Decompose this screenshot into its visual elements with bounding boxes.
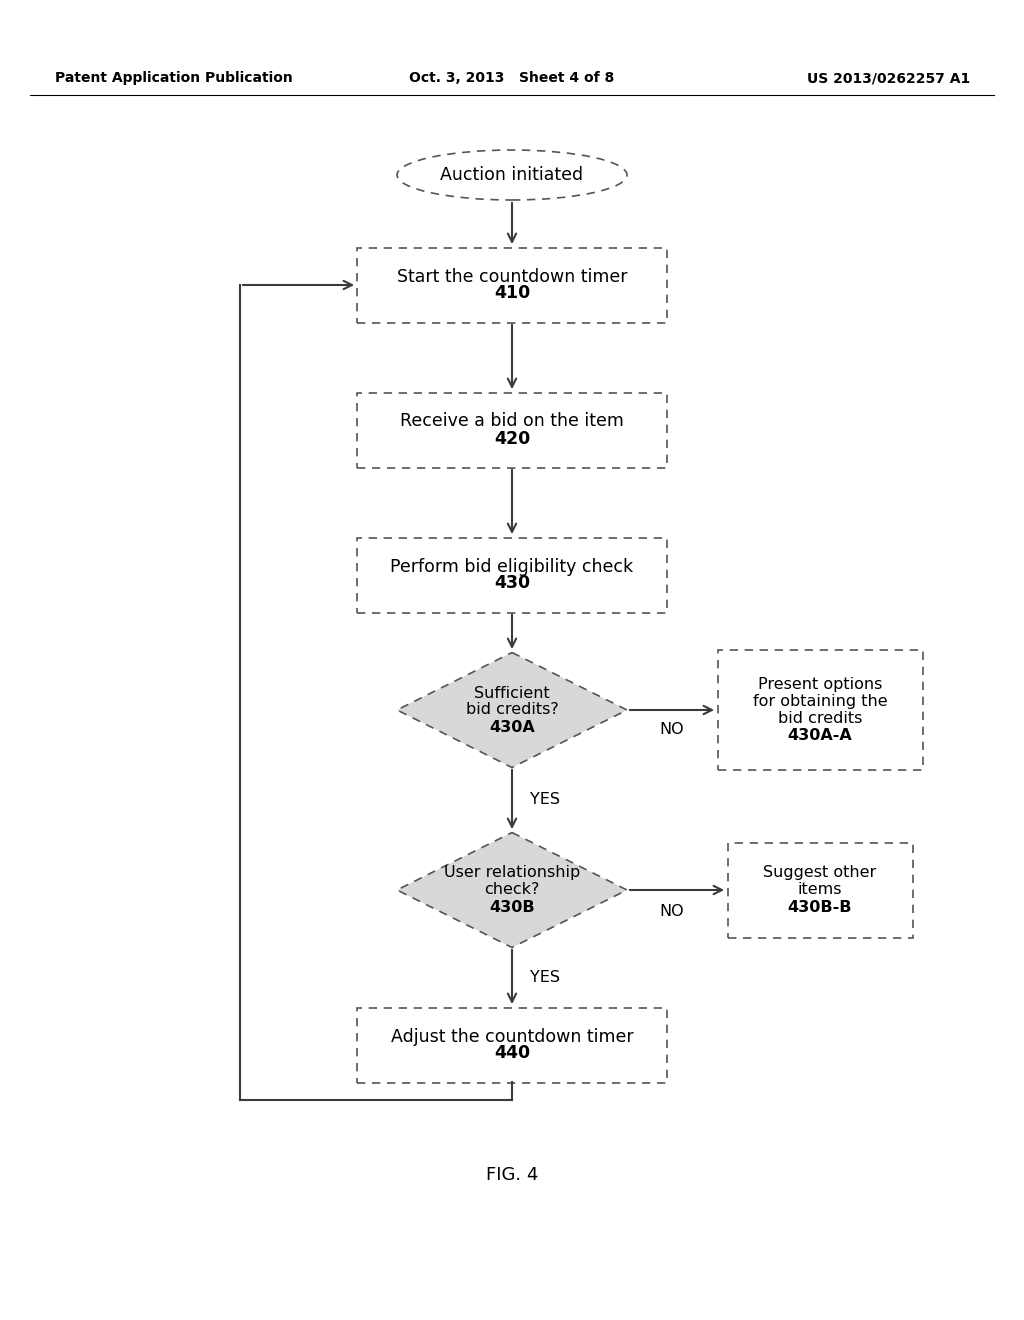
Text: US 2013/0262257 A1: US 2013/0262257 A1: [807, 71, 970, 84]
Text: 430A-A: 430A-A: [787, 729, 852, 743]
Text: Oct. 3, 2013   Sheet 4 of 8: Oct. 3, 2013 Sheet 4 of 8: [410, 71, 614, 84]
Text: 430: 430: [494, 574, 530, 593]
Text: Suggest other: Suggest other: [763, 866, 877, 880]
Text: Perform bid eligibility check: Perform bid eligibility check: [390, 557, 634, 576]
Text: check?: check?: [484, 883, 540, 898]
Ellipse shape: [397, 150, 627, 201]
Text: for obtaining the: for obtaining the: [753, 694, 888, 709]
Text: 430B-B: 430B-B: [787, 899, 852, 915]
Text: 440: 440: [494, 1044, 530, 1063]
Text: Auction initiated: Auction initiated: [440, 166, 584, 183]
Polygon shape: [397, 833, 627, 948]
Text: 430B: 430B: [489, 899, 535, 915]
FancyBboxPatch shape: [357, 1007, 667, 1082]
Text: FIG. 4: FIG. 4: [485, 1166, 539, 1184]
Text: Receive a bid on the item: Receive a bid on the item: [400, 412, 624, 430]
FancyBboxPatch shape: [727, 842, 912, 937]
Polygon shape: [397, 652, 627, 767]
Text: Sufficient: Sufficient: [474, 685, 550, 701]
Text: NO: NO: [659, 722, 684, 738]
Text: 430A: 430A: [489, 719, 535, 734]
Text: items: items: [798, 883, 843, 898]
FancyBboxPatch shape: [357, 248, 667, 322]
Text: YES: YES: [530, 792, 560, 808]
Text: User relationship: User relationship: [443, 866, 581, 880]
Text: Patent Application Publication: Patent Application Publication: [55, 71, 293, 84]
FancyBboxPatch shape: [357, 392, 667, 467]
Text: bid credits: bid credits: [778, 711, 862, 726]
Text: Present options: Present options: [758, 677, 883, 692]
FancyBboxPatch shape: [357, 537, 667, 612]
Text: bid credits?: bid credits?: [466, 702, 558, 718]
Text: NO: NO: [659, 904, 684, 920]
Text: Adjust the countdown timer: Adjust the countdown timer: [391, 1027, 633, 1045]
Text: Start the countdown timer: Start the countdown timer: [396, 268, 628, 285]
Text: 410: 410: [494, 285, 530, 302]
FancyBboxPatch shape: [718, 649, 923, 770]
Text: 420: 420: [494, 429, 530, 447]
Text: YES: YES: [530, 969, 560, 985]
